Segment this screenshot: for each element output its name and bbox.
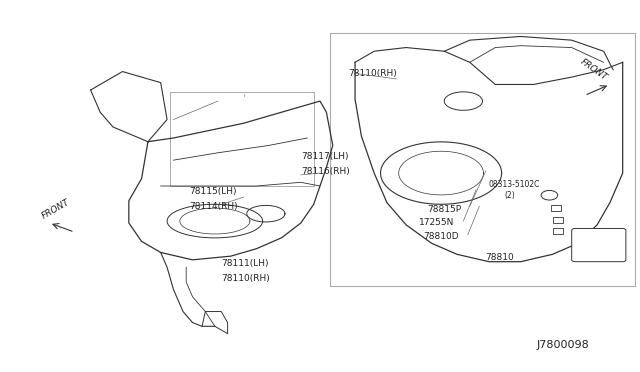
Text: FRONT: FRONT xyxy=(579,58,609,83)
Text: 78114(RH): 78114(RH) xyxy=(189,202,238,211)
Text: 78810D: 78810D xyxy=(423,232,459,241)
Text: 17255N: 17255N xyxy=(419,218,454,227)
Text: 78110(RH): 78110(RH) xyxy=(221,274,270,283)
Text: S: S xyxy=(547,192,552,198)
Text: (2): (2) xyxy=(505,191,516,200)
FancyBboxPatch shape xyxy=(330,33,636,286)
FancyBboxPatch shape xyxy=(552,217,563,223)
Text: 78111(LH): 78111(LH) xyxy=(221,259,269,268)
Text: 78115(LH): 78115(LH) xyxy=(189,187,237,196)
Text: FRONT: FRONT xyxy=(40,198,71,221)
Text: 78116(RH): 78116(RH) xyxy=(301,167,349,176)
Circle shape xyxy=(541,190,557,200)
FancyBboxPatch shape xyxy=(550,205,561,211)
FancyBboxPatch shape xyxy=(572,228,626,262)
Text: 78815P: 78815P xyxy=(427,205,461,215)
Text: 78117(LH): 78117(LH) xyxy=(301,152,348,161)
Text: J7800098: J7800098 xyxy=(537,340,589,350)
Text: 78810: 78810 xyxy=(486,253,515,263)
Text: 08313-5102C: 08313-5102C xyxy=(489,180,540,189)
Text: 78110(RH): 78110(RH) xyxy=(349,69,397,78)
FancyBboxPatch shape xyxy=(552,228,563,234)
